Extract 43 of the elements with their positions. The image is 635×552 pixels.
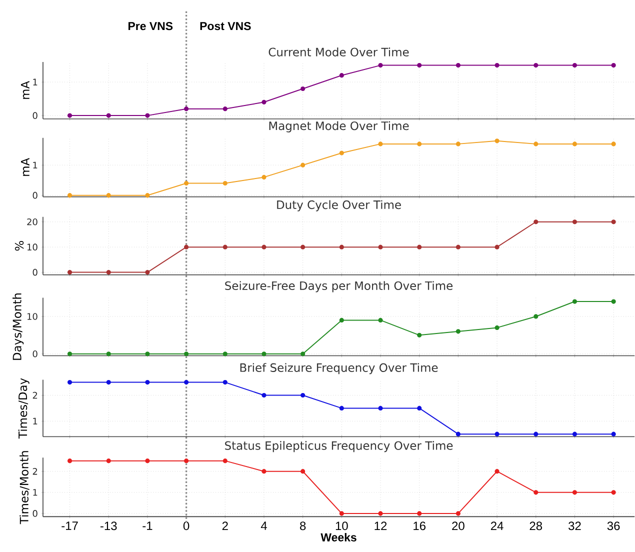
x-tick-label: 4 bbox=[260, 522, 267, 530]
x-tick-label: 28 bbox=[530, 522, 542, 530]
x-tick-label: 2 bbox=[222, 522, 228, 530]
y-axis-title: mA bbox=[20, 158, 30, 176]
chart-title: Magnet Mode Over Time bbox=[269, 121, 409, 133]
y-axis-title: Times/Day bbox=[18, 378, 30, 439]
y-tick-label: 1 bbox=[33, 78, 38, 86]
y-axis-title: mA bbox=[20, 81, 30, 100]
chart-title: Duty Cycle Over Time bbox=[277, 200, 401, 212]
x-axis-title: Weeks bbox=[320, 533, 356, 542]
x-tick-label: 12 bbox=[374, 522, 387, 530]
chart-title: Brief Seizure Frequency Over Time bbox=[240, 363, 438, 374]
y-tick-label: 10 bbox=[27, 313, 38, 320]
text: Pre VNS bbox=[128, 22, 173, 30]
y-tick-label: 0 bbox=[32, 112, 38, 120]
x-tick-label: 16 bbox=[414, 522, 426, 530]
x-tick-label: -17 bbox=[62, 522, 78, 530]
x-tick-label: 8 bbox=[300, 522, 306, 530]
y-axis-title: Days/Month bbox=[12, 294, 24, 360]
chart-title: Seizure-Free Days per Month Over Time bbox=[225, 281, 453, 292]
y-tick-label: 1 bbox=[33, 418, 38, 425]
y-tick-label: 10 bbox=[27, 244, 38, 251]
y-tick-label: 0 bbox=[32, 350, 38, 358]
x-tick-label: 32 bbox=[568, 522, 581, 530]
x-tick-label: 20 bbox=[452, 522, 464, 530]
y-tick-label: 20 bbox=[27, 218, 38, 226]
y-axis-title: % bbox=[14, 241, 24, 251]
x-tick-label: 24 bbox=[490, 522, 504, 530]
y-tick-label: 0 bbox=[32, 192, 38, 199]
y-tick-label: 2 bbox=[32, 392, 38, 399]
y-axis-title: Times/Month bbox=[20, 451, 30, 524]
x-tick-label: 10 bbox=[336, 522, 348, 530]
y-tick-label: 2 bbox=[32, 468, 38, 475]
x-tick-label: -1 bbox=[142, 522, 152, 530]
text: Post VNS bbox=[200, 22, 251, 30]
chart-title: Status Epilepticus Frequency Over Time bbox=[225, 441, 453, 452]
chart-title: Current Mode Over Time bbox=[268, 48, 409, 57]
x-tick-label: 36 bbox=[607, 522, 620, 530]
y-tick-label: 1 bbox=[33, 162, 38, 169]
y-tick-label: 1 bbox=[33, 489, 38, 496]
y-tick-label: 0 bbox=[32, 269, 38, 276]
y-tick-label: 0 bbox=[32, 510, 38, 518]
x-tick-label: -13 bbox=[100, 522, 117, 530]
